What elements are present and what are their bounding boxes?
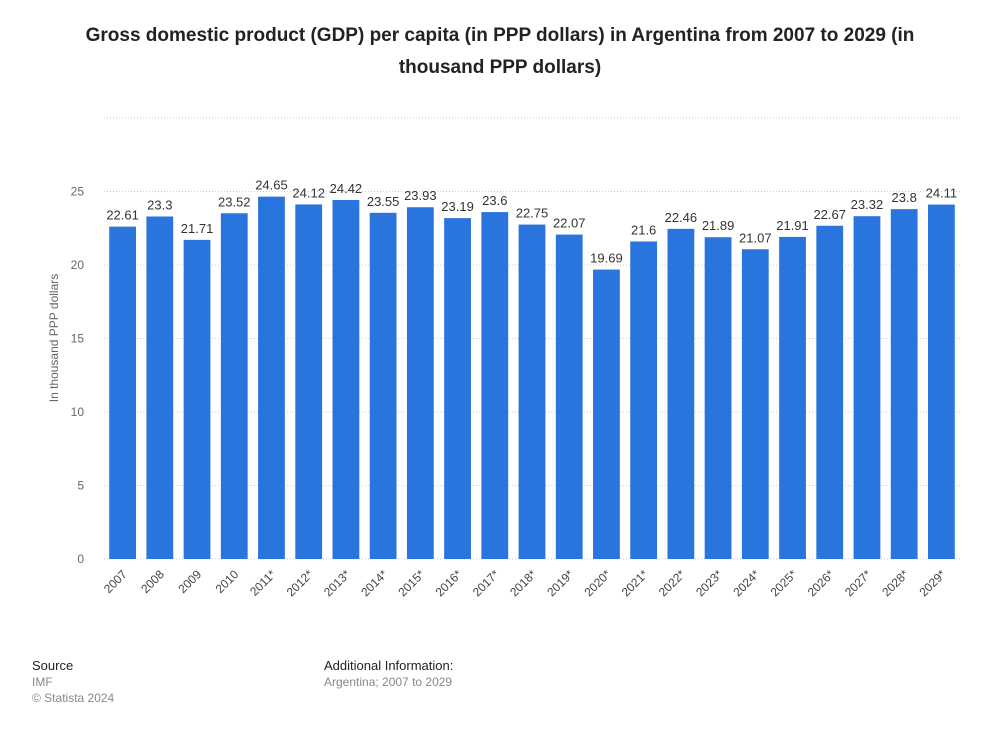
bar xyxy=(593,269,620,559)
value-label: 23.32 xyxy=(851,197,884,212)
copyright-line: © Statista 2024 xyxy=(32,691,115,705)
source-line: IMF xyxy=(32,675,53,689)
x-tick-label: 2025* xyxy=(768,567,800,599)
value-label: 23.52 xyxy=(218,194,251,209)
value-label: 22.61 xyxy=(106,208,139,223)
bar xyxy=(667,228,695,559)
bar xyxy=(332,200,360,559)
bar xyxy=(927,204,955,559)
y-tick-label: 0 xyxy=(77,552,84,566)
value-label: 21.89 xyxy=(702,218,735,233)
value-label: 21.6 xyxy=(631,222,656,237)
value-label: 21.91 xyxy=(776,218,809,233)
x-tick-label: 2024* xyxy=(730,567,762,599)
value-label: 19.69 xyxy=(590,251,623,266)
x-tick-label: 2014* xyxy=(358,567,390,599)
value-label: 24.42 xyxy=(330,181,363,196)
x-tick-label: 2027* xyxy=(842,567,874,599)
x-tick-label: 2011* xyxy=(247,567,279,599)
x-tick-label: 2008 xyxy=(138,567,167,596)
value-label: 23.8 xyxy=(892,190,917,205)
x-tick-label: 2022* xyxy=(656,567,688,599)
value-label: 23.3 xyxy=(147,197,172,212)
value-labels: 22.61 23.3 21.71 23.52 24.65 24.12 24.42 23.55 2… xyxy=(106,178,957,266)
x-axis-ticks: 2007 2008 2009 2010 2011* 2012* 2013* 2014* 2015… xyxy=(101,567,949,599)
x-tick-label: 2029* xyxy=(916,567,948,599)
value-label: 22.67 xyxy=(813,207,846,222)
y-tick-label: 10 xyxy=(71,405,85,419)
additional-info-heading: Additional Information: xyxy=(324,658,454,673)
value-label: 21.07 xyxy=(739,230,772,245)
x-tick-label: 2017* xyxy=(470,567,502,599)
x-tick-label: 2016* xyxy=(433,567,465,599)
additional-info-block: Additional Information: Argentina; 2007 … xyxy=(324,658,453,690)
x-tick-label: 2007 xyxy=(101,567,130,596)
x-tick-label: 2019* xyxy=(544,567,576,599)
bar xyxy=(853,216,881,560)
y-tick-label: 5 xyxy=(77,479,84,493)
x-tick-label: 2010 xyxy=(213,567,242,596)
bar xyxy=(816,225,844,559)
bar xyxy=(555,234,583,560)
bar xyxy=(146,216,174,560)
bar xyxy=(704,237,732,560)
y-tick-label: 25 xyxy=(71,185,85,199)
bars xyxy=(109,196,955,560)
x-tick-label: 2021* xyxy=(619,567,651,599)
value-label: 21.71 xyxy=(181,221,214,236)
value-label: 22.46 xyxy=(665,210,698,225)
x-tick-label: 2018* xyxy=(507,567,539,599)
bar xyxy=(109,226,137,559)
bar xyxy=(890,209,918,559)
value-label: 23.55 xyxy=(367,194,400,209)
bar xyxy=(220,213,248,560)
value-label: 23.93 xyxy=(404,188,437,203)
bar xyxy=(481,212,509,559)
additional-info-line: Argentina; 2007 to 2029 xyxy=(324,675,453,689)
x-tick-label: 2012* xyxy=(284,567,316,599)
bar xyxy=(779,236,806,559)
y-axis-label: In thousand PPP dollars xyxy=(47,274,61,403)
value-label: 23.19 xyxy=(441,199,474,214)
value-label: 22.07 xyxy=(553,216,586,231)
x-tick-label: 2028* xyxy=(879,567,911,599)
y-axis-ticks: 0 5 10 15 20 25 xyxy=(71,185,85,567)
value-label: 22.75 xyxy=(516,206,549,221)
x-tick-label: 2013* xyxy=(321,567,353,599)
bar xyxy=(630,241,658,560)
y-tick-label: 15 xyxy=(71,332,85,346)
value-label: 24.12 xyxy=(292,185,325,200)
x-tick-label: 2020* xyxy=(581,567,613,599)
value-label: 23.6 xyxy=(482,193,507,208)
bar xyxy=(369,212,397,559)
x-tick-label: 2026* xyxy=(805,567,837,599)
bar xyxy=(258,196,285,559)
bar xyxy=(518,224,546,559)
value-label: 24.11 xyxy=(926,186,958,201)
bar xyxy=(741,249,769,559)
x-tick-label: 2009 xyxy=(175,567,204,596)
x-tick-label: 2023* xyxy=(693,567,725,599)
value-label: 24.65 xyxy=(255,178,288,193)
source-heading: Source xyxy=(32,658,74,673)
y-tick-label: 20 xyxy=(71,258,85,272)
bar xyxy=(444,218,471,559)
bar xyxy=(183,239,211,559)
bar xyxy=(406,207,434,559)
source-block: Source IMF © Statista 2024 xyxy=(32,658,114,706)
chart-title: Gross domestic product (GDP) per capita … xyxy=(85,25,915,78)
bar xyxy=(295,204,323,559)
x-tick-label: 2015* xyxy=(395,567,427,599)
